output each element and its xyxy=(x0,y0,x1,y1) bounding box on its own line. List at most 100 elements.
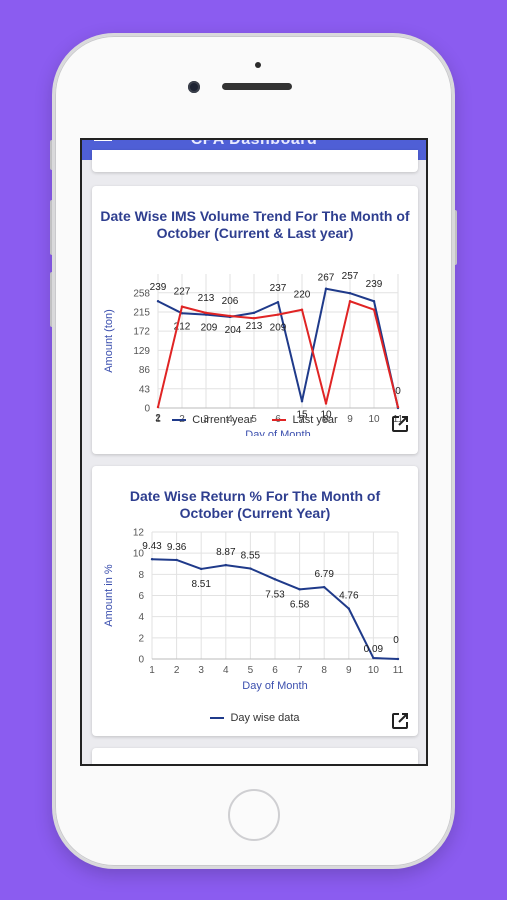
previous-card xyxy=(92,150,418,172)
data-label: 209 xyxy=(270,323,287,334)
data-point xyxy=(175,558,178,562)
data-label: 227 xyxy=(174,287,191,298)
next-card xyxy=(92,748,418,764)
x-tick-label: 4 xyxy=(223,665,229,676)
return-percent-card: Date Wise Return % For The Month of Octo… xyxy=(92,466,418,736)
y-tick-label: 172 xyxy=(133,327,150,338)
data-label: 4.76 xyxy=(339,591,359,602)
data-label: 213 xyxy=(246,321,263,332)
legend-label-last: Last year xyxy=(292,414,338,426)
x-tick-label: 3 xyxy=(198,665,204,676)
data-point xyxy=(200,567,203,571)
data-label: 220 xyxy=(294,290,311,301)
y-axis-label: Amount in % xyxy=(103,564,115,627)
app-screen: CPA Dashboard Date Wise IMS Volume Trend… xyxy=(80,138,428,766)
data-point xyxy=(204,313,208,316)
x-tick-label: 10 xyxy=(368,665,380,676)
x-tick-label: 4 xyxy=(227,414,233,425)
x-tick-label: 1 xyxy=(149,665,155,676)
data-point xyxy=(273,578,277,581)
data-label: 209 xyxy=(201,323,218,334)
y-tick-label: 215 xyxy=(133,307,150,318)
data-label: 15 xyxy=(296,409,308,420)
legend-last-year[interactable]: Last year xyxy=(272,414,338,426)
data-label: 0.09 xyxy=(364,644,384,655)
data-label: 267 xyxy=(318,273,335,284)
legend-swatch-day-wise xyxy=(210,717,225,720)
data-point xyxy=(324,402,328,405)
data-label: 6.58 xyxy=(290,599,310,610)
phone-frame: CPA Dashboard Date Wise IMS Volume Trend… xyxy=(52,33,455,869)
data-point xyxy=(249,567,252,570)
data-label: 0 xyxy=(395,386,401,397)
x-tick-label: 11 xyxy=(393,414,404,425)
x-tick-label: 8 xyxy=(321,665,327,676)
x-tick-label: 9 xyxy=(347,414,353,425)
legend-day-wise[interactable]: Day wise data xyxy=(210,712,300,724)
y-tick-label: 258 xyxy=(133,288,150,299)
power-button xyxy=(453,210,457,265)
x-tick-label: 7 xyxy=(299,414,305,425)
data-label: 7.53 xyxy=(265,589,285,600)
data-point xyxy=(372,300,376,303)
open-external-icon[interactable] xyxy=(390,711,410,731)
x-tick-label: 11 xyxy=(393,665,404,676)
legend-label-day-wise: Day wise data xyxy=(230,712,300,724)
data-point xyxy=(396,405,400,409)
data-label: 10 xyxy=(320,410,332,421)
data-point xyxy=(323,585,326,589)
proximity-sensor xyxy=(255,62,261,68)
data-label: 8.87 xyxy=(216,547,236,558)
data-point xyxy=(300,308,304,311)
data-point xyxy=(180,305,184,308)
home-button[interactable] xyxy=(228,789,280,841)
x-tick-label: 5 xyxy=(248,665,254,676)
volume-trend-card: Date Wise IMS Volume Trend For The Month… xyxy=(92,186,418,454)
data-point xyxy=(324,287,328,290)
y-tick-label: 10 xyxy=(133,549,145,560)
data-label: 257 xyxy=(342,271,359,282)
hamburger-menu-icon[interactable] xyxy=(94,140,112,141)
x-tick-label: 8 xyxy=(323,414,329,425)
data-point xyxy=(252,311,256,315)
x-tick-label: 7 xyxy=(297,665,303,676)
data-point xyxy=(150,557,154,561)
x-tick-label: 10 xyxy=(368,414,380,425)
data-point xyxy=(298,588,301,591)
data-label: 213 xyxy=(198,293,215,304)
data-label: 204 xyxy=(225,325,242,336)
app-title: CPA Dashboard xyxy=(82,140,426,149)
legend-swatch-last xyxy=(272,419,287,422)
x-tick-label: 3 xyxy=(203,414,209,425)
return-chart-legend: Day wise data xyxy=(92,712,418,724)
x-axis-label: Day of Month xyxy=(242,680,307,692)
legend-swatch-current xyxy=(172,419,187,422)
y-tick-label: 43 xyxy=(139,384,151,395)
data-label: 9.36 xyxy=(167,542,187,553)
front-camera xyxy=(188,81,200,93)
data-label: 9.43 xyxy=(142,541,162,552)
x-tick-label: 9 xyxy=(346,665,352,676)
data-label: 239 xyxy=(150,282,167,293)
y-tick-label: 12 xyxy=(133,528,145,539)
legend-current-year[interactable]: Current year xyxy=(172,414,253,426)
y-tick-label: 4 xyxy=(138,612,144,623)
data-point xyxy=(252,317,256,320)
data-point xyxy=(300,400,304,403)
data-point xyxy=(372,656,375,660)
data-label: 206 xyxy=(222,296,239,307)
data-label: 8.55 xyxy=(241,551,261,562)
data-point xyxy=(372,308,376,311)
data-point xyxy=(228,314,232,318)
data-point xyxy=(396,657,400,661)
data-point xyxy=(156,405,160,409)
y-tick-label: 0 xyxy=(138,655,144,666)
data-label: 212 xyxy=(174,321,191,332)
x-tick-label: 6 xyxy=(272,665,278,676)
data-point xyxy=(156,300,160,303)
x-tick-label: 1 xyxy=(155,414,161,425)
data-point xyxy=(347,607,350,610)
volume-chart-legend: Current year Last year xyxy=(92,414,418,426)
open-external-icon[interactable] xyxy=(390,414,410,434)
